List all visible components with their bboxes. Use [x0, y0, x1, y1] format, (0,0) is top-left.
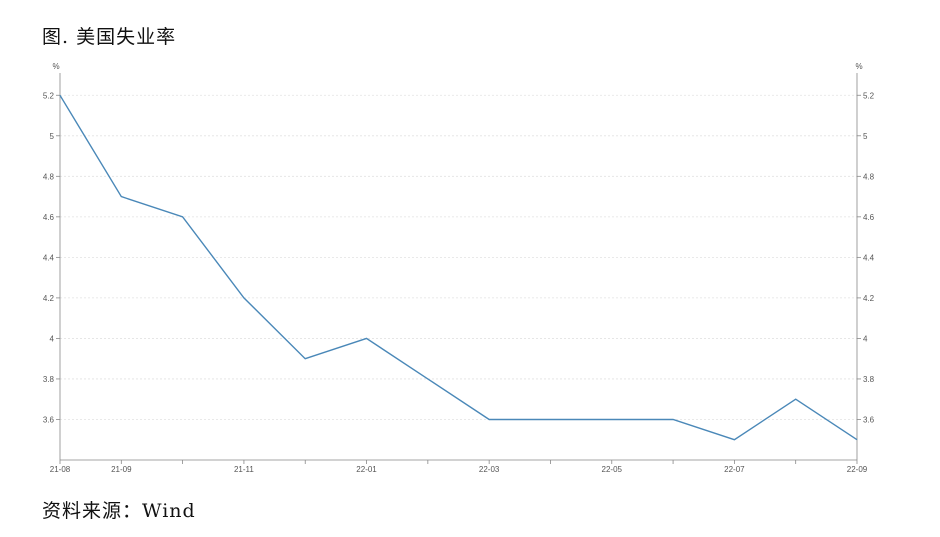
y-tick-label-left: 5 — [50, 132, 55, 141]
y-tick-label-left: 3.8 — [43, 375, 55, 384]
axes — [56, 73, 861, 464]
y-unit-left: % — [52, 62, 59, 71]
series-line — [59, 94, 858, 441]
y-tick-label-right: 3.6 — [863, 415, 875, 424]
grid-lines — [60, 94, 857, 420]
y-tick-label-left: 4 — [50, 334, 55, 343]
y-unit-right: % — [855, 62, 862, 71]
y-tick-label-left: 4.2 — [43, 294, 55, 303]
y-tick-label-left: 5.2 — [43, 91, 55, 100]
x-tick-label: 22-07 — [724, 465, 745, 474]
y-tick-label-left: 3.6 — [43, 415, 55, 424]
y-tick-label-right: 3.8 — [863, 375, 875, 384]
tick-labels: 3.6 3.6 3.8 3.8 4 4 4.2 4.2 4.4 4.4 4.6 4.6 4.8 4.8 5 5… — [43, 62, 875, 474]
y-tick-label-left: 4.4 — [43, 253, 55, 262]
chart-title: 图. 美国失业率 — [42, 26, 177, 48]
y-tick-label-right: 4.8 — [863, 172, 875, 181]
y-tick-label-left: 4.8 — [43, 172, 55, 181]
x-tick-label: 21-09 — [111, 465, 132, 474]
y-tick-label-left: 4.6 — [43, 213, 55, 222]
y-tick-label-right: 5 — [863, 132, 868, 141]
y-tick-label-right: 5.2 — [863, 91, 875, 100]
source-note: 资料来源：Wind — [42, 500, 196, 522]
y-tick-label-right: 4 — [863, 334, 868, 343]
series-layer — [59, 94, 858, 441]
x-tick-label: 22-03 — [479, 465, 500, 474]
x-tick-label: 21-08 — [50, 465, 71, 474]
y-tick-label-right: 4.2 — [863, 294, 875, 303]
x-tick-label: 22-09 — [847, 465, 868, 474]
x-tick-label: 22-01 — [356, 465, 377, 474]
y-tick-label-right: 4.4 — [863, 253, 875, 262]
x-tick-label: 22-05 — [602, 465, 623, 474]
x-tick-label: 21-11 — [234, 465, 254, 474]
y-tick-label-right: 4.6 — [863, 213, 875, 222]
